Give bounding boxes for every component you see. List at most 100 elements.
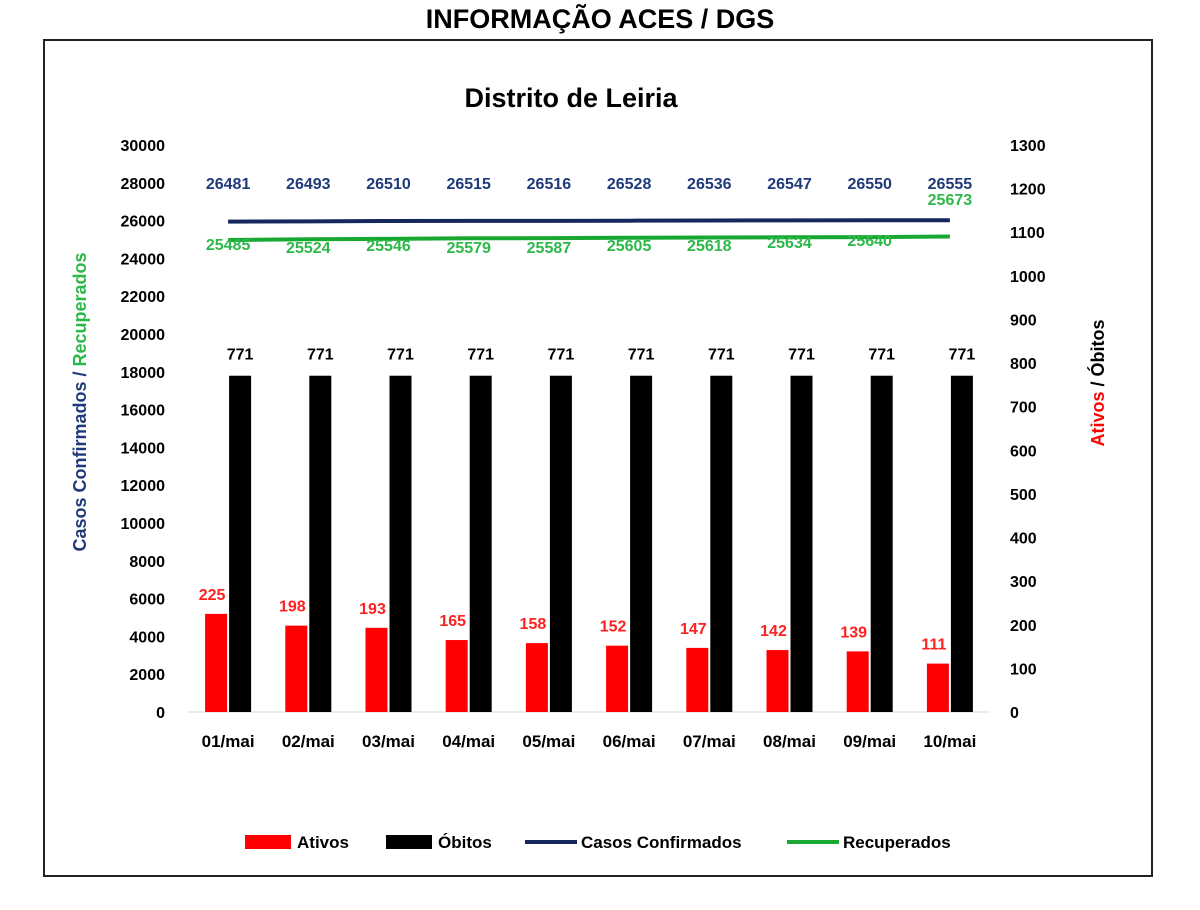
ativos-data-label: 193: [359, 601, 386, 618]
obitos-data-label: 771: [467, 347, 494, 364]
obitos-bar: [469, 375, 492, 712]
ativos-data-label: 139: [840, 624, 867, 641]
left-axis-label-part: /: [70, 366, 90, 381]
ativos-bar: [365, 627, 388, 712]
recuperados-data-label: 25640: [847, 233, 892, 250]
casos-confirmados-data-label: 26555: [928, 176, 973, 193]
left-axis-tick: 6000: [129, 592, 165, 609]
obitos-bar: [950, 375, 973, 712]
left-axis-tick: 28000: [121, 176, 166, 193]
ativos-data-label: 142: [760, 623, 787, 640]
right-axis-label-part: /: [1088, 376, 1108, 391]
left-axis-tick: 14000: [121, 440, 166, 457]
x-axis-tick: 02/mai: [282, 732, 335, 751]
casos-confirmados-line: [228, 218, 950, 224]
obitos-data-label: 771: [548, 347, 575, 364]
recuperados-line: [228, 234, 950, 243]
right-axis-tick: 1000: [1010, 269, 1046, 286]
ativos-data-label: 158: [520, 616, 547, 633]
left-axis-tick: 2000: [129, 667, 165, 684]
right-axis-label: Ativos / Óbitos: [1087, 319, 1108, 446]
recuperados-data-label: 25485: [206, 237, 251, 254]
obitos-bar: [790, 375, 813, 712]
left-axis-tick: 4000: [129, 629, 165, 646]
casos-confirmados-data-label: 26528: [607, 176, 652, 193]
casos-confirmados-data-label: 26547: [767, 176, 812, 193]
chart-title: Distrito de Leiria: [464, 83, 678, 113]
legend-label: Recuperados: [843, 833, 951, 852]
recuperados-data-label: 25546: [366, 238, 411, 255]
legend-swatch: [386, 835, 432, 849]
ativos-data-label: 198: [279, 599, 306, 616]
casos-confirmados-data-label: 26510: [366, 176, 411, 193]
ativos-data-label: 152: [600, 619, 627, 636]
obitos-data-label: 771: [227, 347, 254, 364]
ativos-bar: [926, 663, 949, 712]
right-axis-tick: 700: [1010, 400, 1037, 417]
obitos-bar: [630, 375, 653, 712]
left-axis-tick: 20000: [121, 327, 166, 344]
page-title: INFORMAÇÃO ACES / DGS: [425, 4, 775, 34]
obitos-bar: [710, 375, 733, 712]
recuperados-data-label: 25618: [687, 238, 732, 255]
ativos-data-label: 225: [199, 587, 226, 604]
legend-label: Óbitos: [438, 833, 492, 852]
ativos-data-label: 147: [680, 621, 707, 638]
ativos-bar: [205, 613, 228, 712]
recuperados-data-label: 25524: [286, 240, 331, 257]
recuperados-data-label: 25605: [607, 238, 652, 255]
casos-confirmados-data-label: 26481: [206, 176, 251, 193]
ativos-data-label: 165: [439, 613, 466, 630]
right-axis-tick: 100: [1010, 661, 1037, 678]
right-axis-tick: 0: [1010, 705, 1019, 722]
x-axis-tick: 03/mai: [362, 732, 415, 751]
obitos-data-label: 771: [788, 347, 815, 364]
ativos-data-label: 111: [921, 637, 946, 654]
obitos-data-label: 771: [949, 347, 976, 364]
legend-label: Casos Confirmados: [581, 833, 742, 852]
ativos-bar: [686, 647, 709, 712]
obitos-data-label: 771: [628, 347, 655, 364]
left-axis-label: Casos Confirmados / Recuperados: [70, 252, 90, 551]
left-axis-label-part: Recuperados: [70, 252, 90, 366]
x-axis-tick: 09/mai: [843, 732, 896, 751]
recuperados-data-label: 25673: [928, 192, 973, 209]
right-axis-label-part: Ativos: [1088, 392, 1108, 447]
ativos-bar: [766, 650, 789, 712]
right-axis-tick: 1200: [1010, 182, 1046, 199]
left-axis-tick: 0: [156, 705, 165, 722]
right-axis-tick: 1100: [1010, 225, 1045, 242]
left-axis-label-part: Casos Confirmados: [70, 382, 90, 552]
x-axis-tick: 01/mai: [202, 732, 255, 751]
left-axis-tick: 12000: [121, 478, 166, 495]
ativos-bar: [606, 645, 629, 712]
ativos-bar: [285, 625, 308, 712]
obitos-bar: [309, 375, 332, 712]
x-axis-tick: 10/mai: [923, 732, 976, 751]
left-axis-tick: 30000: [121, 138, 166, 155]
obitos-bar: [389, 375, 412, 712]
ativos-bar: [525, 643, 548, 712]
right-axis-tick: 800: [1010, 356, 1037, 373]
x-axis-tick: 05/mai: [522, 732, 575, 751]
left-axis-tick: 22000: [121, 289, 166, 306]
right-axis-tick: 200: [1010, 618, 1037, 635]
right-axis-tick: 900: [1010, 312, 1037, 329]
legend-swatch: [245, 835, 291, 849]
right-axis-tick: 300: [1010, 574, 1037, 591]
casos-confirmados-data-label: 26493: [286, 176, 331, 193]
obitos-bar: [229, 375, 252, 712]
casos-confirmados-data-label: 26550: [847, 176, 892, 193]
x-axis-tick: 07/mai: [683, 732, 736, 751]
obitos-bar: [549, 375, 572, 712]
casos-confirmados-data-label: 26536: [687, 176, 732, 193]
casos-confirmados-data-label: 26516: [527, 176, 572, 193]
legend-label: Ativos: [297, 833, 349, 852]
obitos-data-label: 771: [868, 347, 895, 364]
left-axis-tick: 18000: [121, 365, 166, 382]
right-axis-label-part: Óbitos: [1087, 319, 1108, 376]
x-axis-tick: 04/mai: [442, 732, 495, 751]
left-axis-tick: 8000: [129, 554, 165, 571]
left-axis-tick: 16000: [121, 403, 166, 420]
